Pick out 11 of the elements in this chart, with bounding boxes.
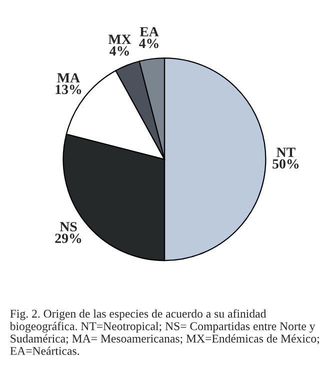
data-label: 4% (110, 46, 129, 56)
slice-label: NS (60, 222, 77, 232)
data-label: 50% (272, 159, 299, 169)
slice-label: MX (108, 34, 132, 44)
slice-label: NT (276, 148, 296, 157)
caption: Fig. 2. Origen de las especies de acuerdo a su afinidad biogeográfica. NT=Neotropical; NS= Compartidas entre Norte y Sudamérica; MA= Mesoamericanas; MX=Endémicas de México; EA=Neárticas. (10, 309, 319, 355)
data-label: 29% (55, 234, 82, 244)
slice-label: MA (57, 73, 80, 82)
slice-label: EA (140, 27, 159, 36)
data-label: 13% (56, 84, 82, 94)
data-label: 4% (139, 38, 158, 48)
